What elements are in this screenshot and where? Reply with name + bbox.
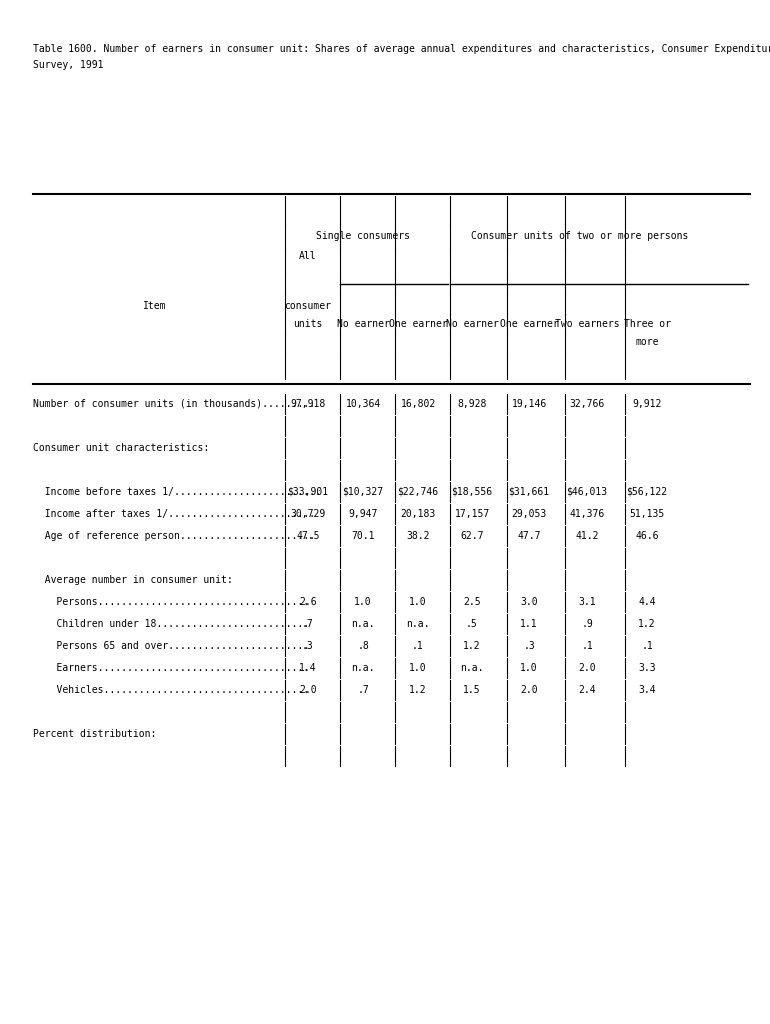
Text: n.a.: n.a. [460,663,484,673]
Text: 2.5: 2.5 [464,597,480,607]
Text: 41.2: 41.2 [575,531,599,541]
Text: 1.0: 1.0 [521,663,537,673]
Text: 2.0: 2.0 [300,685,316,695]
Text: Age of reference person.......................: Age of reference person.................… [33,531,315,541]
Text: 46.6: 46.6 [635,531,659,541]
Text: 19,146: 19,146 [511,399,547,409]
Text: n.a.: n.a. [407,618,430,629]
Text: Income after taxes 1/.........................: Income after taxes 1/...................… [33,509,315,519]
Text: 51,135: 51,135 [629,509,665,519]
Text: Persons 65 and over........................: Persons 65 and over.....................… [33,641,309,651]
Text: 2.6: 2.6 [300,597,316,607]
Text: 17,157: 17,157 [454,509,490,519]
Text: 41,376: 41,376 [569,509,604,519]
Text: Survey, 1991: Survey, 1991 [33,60,103,70]
Text: .3: .3 [302,641,314,651]
Text: Income before taxes 1/.........................: Income before taxes 1/..................… [33,487,321,497]
Text: n.a.: n.a. [351,663,375,673]
Text: Single consumers: Single consumers [316,231,410,241]
Text: 38.2: 38.2 [407,531,430,541]
Text: 47.7: 47.7 [517,531,541,541]
Text: 1.5: 1.5 [464,685,480,695]
Text: .7: .7 [357,685,369,695]
Text: more: more [635,337,659,347]
Text: .1: .1 [412,641,424,651]
Text: Persons....................................: Persons.................................… [33,597,309,607]
Text: $33,901: $33,901 [287,487,329,497]
Text: Item: Item [143,301,167,311]
Text: 10,364: 10,364 [346,399,380,409]
Text: 1.0: 1.0 [409,597,427,607]
Text: All: All [300,251,316,261]
Text: .9: .9 [581,618,593,629]
Text: One earner: One earner [389,319,447,329]
Text: 3.1: 3.1 [578,597,596,607]
Text: 1.4: 1.4 [300,663,316,673]
Text: n.a.: n.a. [351,618,375,629]
Text: .8: .8 [357,641,369,651]
Text: .3: .3 [523,641,535,651]
Text: Consumer units of two or more persons: Consumer units of two or more persons [471,231,688,241]
Text: Table 1600. Number of earners in consumer unit: Shares of average annual expendi: Table 1600. Number of earners in consume… [33,44,770,54]
Text: .5: .5 [466,618,478,629]
Text: Consumer unit characteristics:: Consumer unit characteristics: [33,443,209,453]
Text: Three or: Three or [624,319,671,329]
Text: Earners....................................: Earners.................................… [33,663,309,673]
Text: 4.4: 4.4 [638,597,656,607]
Text: 30,729: 30,729 [290,509,326,519]
Text: Two earners: Two earners [554,319,619,329]
Text: $46,013: $46,013 [567,487,608,497]
Text: 29,053: 29,053 [511,509,547,519]
Text: 3.0: 3.0 [521,597,537,607]
Text: 47.5: 47.5 [296,531,320,541]
Text: 9,912: 9,912 [632,399,661,409]
Text: 2.0: 2.0 [521,685,537,695]
Text: $18,556: $18,556 [451,487,493,497]
Text: .1: .1 [641,641,653,651]
Text: Average number in consumer unit:: Average number in consumer unit: [33,575,233,585]
Text: $10,327: $10,327 [343,487,383,497]
Text: consumer: consumer [284,301,332,311]
Text: $31,661: $31,661 [508,487,550,497]
Text: 20,183: 20,183 [400,509,436,519]
Text: 3.4: 3.4 [638,685,656,695]
Text: Children under 18..........................: Children under 18.......................… [33,618,309,629]
Text: 1.2: 1.2 [638,618,656,629]
Text: One earner: One earner [500,319,558,329]
Text: $56,122: $56,122 [627,487,668,497]
Text: 1.0: 1.0 [354,597,372,607]
Text: 70.1: 70.1 [351,531,375,541]
Text: 16,802: 16,802 [400,399,436,409]
Text: 1.2: 1.2 [409,685,427,695]
Text: 97,918: 97,918 [290,399,326,409]
Text: Number of consumer units (in thousands).........: Number of consumer units (in thousands).… [33,399,315,409]
Text: 2.4: 2.4 [578,685,596,695]
Text: 2.0: 2.0 [578,663,596,673]
Text: No earner: No earner [336,319,390,329]
Text: 1.2: 1.2 [464,641,480,651]
Text: $22,746: $22,746 [397,487,439,497]
Text: units: units [293,319,323,329]
Text: 9,947: 9,947 [348,509,378,519]
Text: 1.1: 1.1 [521,618,537,629]
Text: .7: .7 [302,618,314,629]
Text: Percent distribution:: Percent distribution: [33,729,156,739]
Text: Vehicles...................................: Vehicles................................… [33,685,309,695]
Text: 1.0: 1.0 [409,663,427,673]
Text: 62.7: 62.7 [460,531,484,541]
Text: No earner: No earner [446,319,498,329]
Text: 8,928: 8,928 [457,399,487,409]
Text: 3.3: 3.3 [638,663,656,673]
Text: 32,766: 32,766 [569,399,604,409]
Text: .1: .1 [581,641,593,651]
